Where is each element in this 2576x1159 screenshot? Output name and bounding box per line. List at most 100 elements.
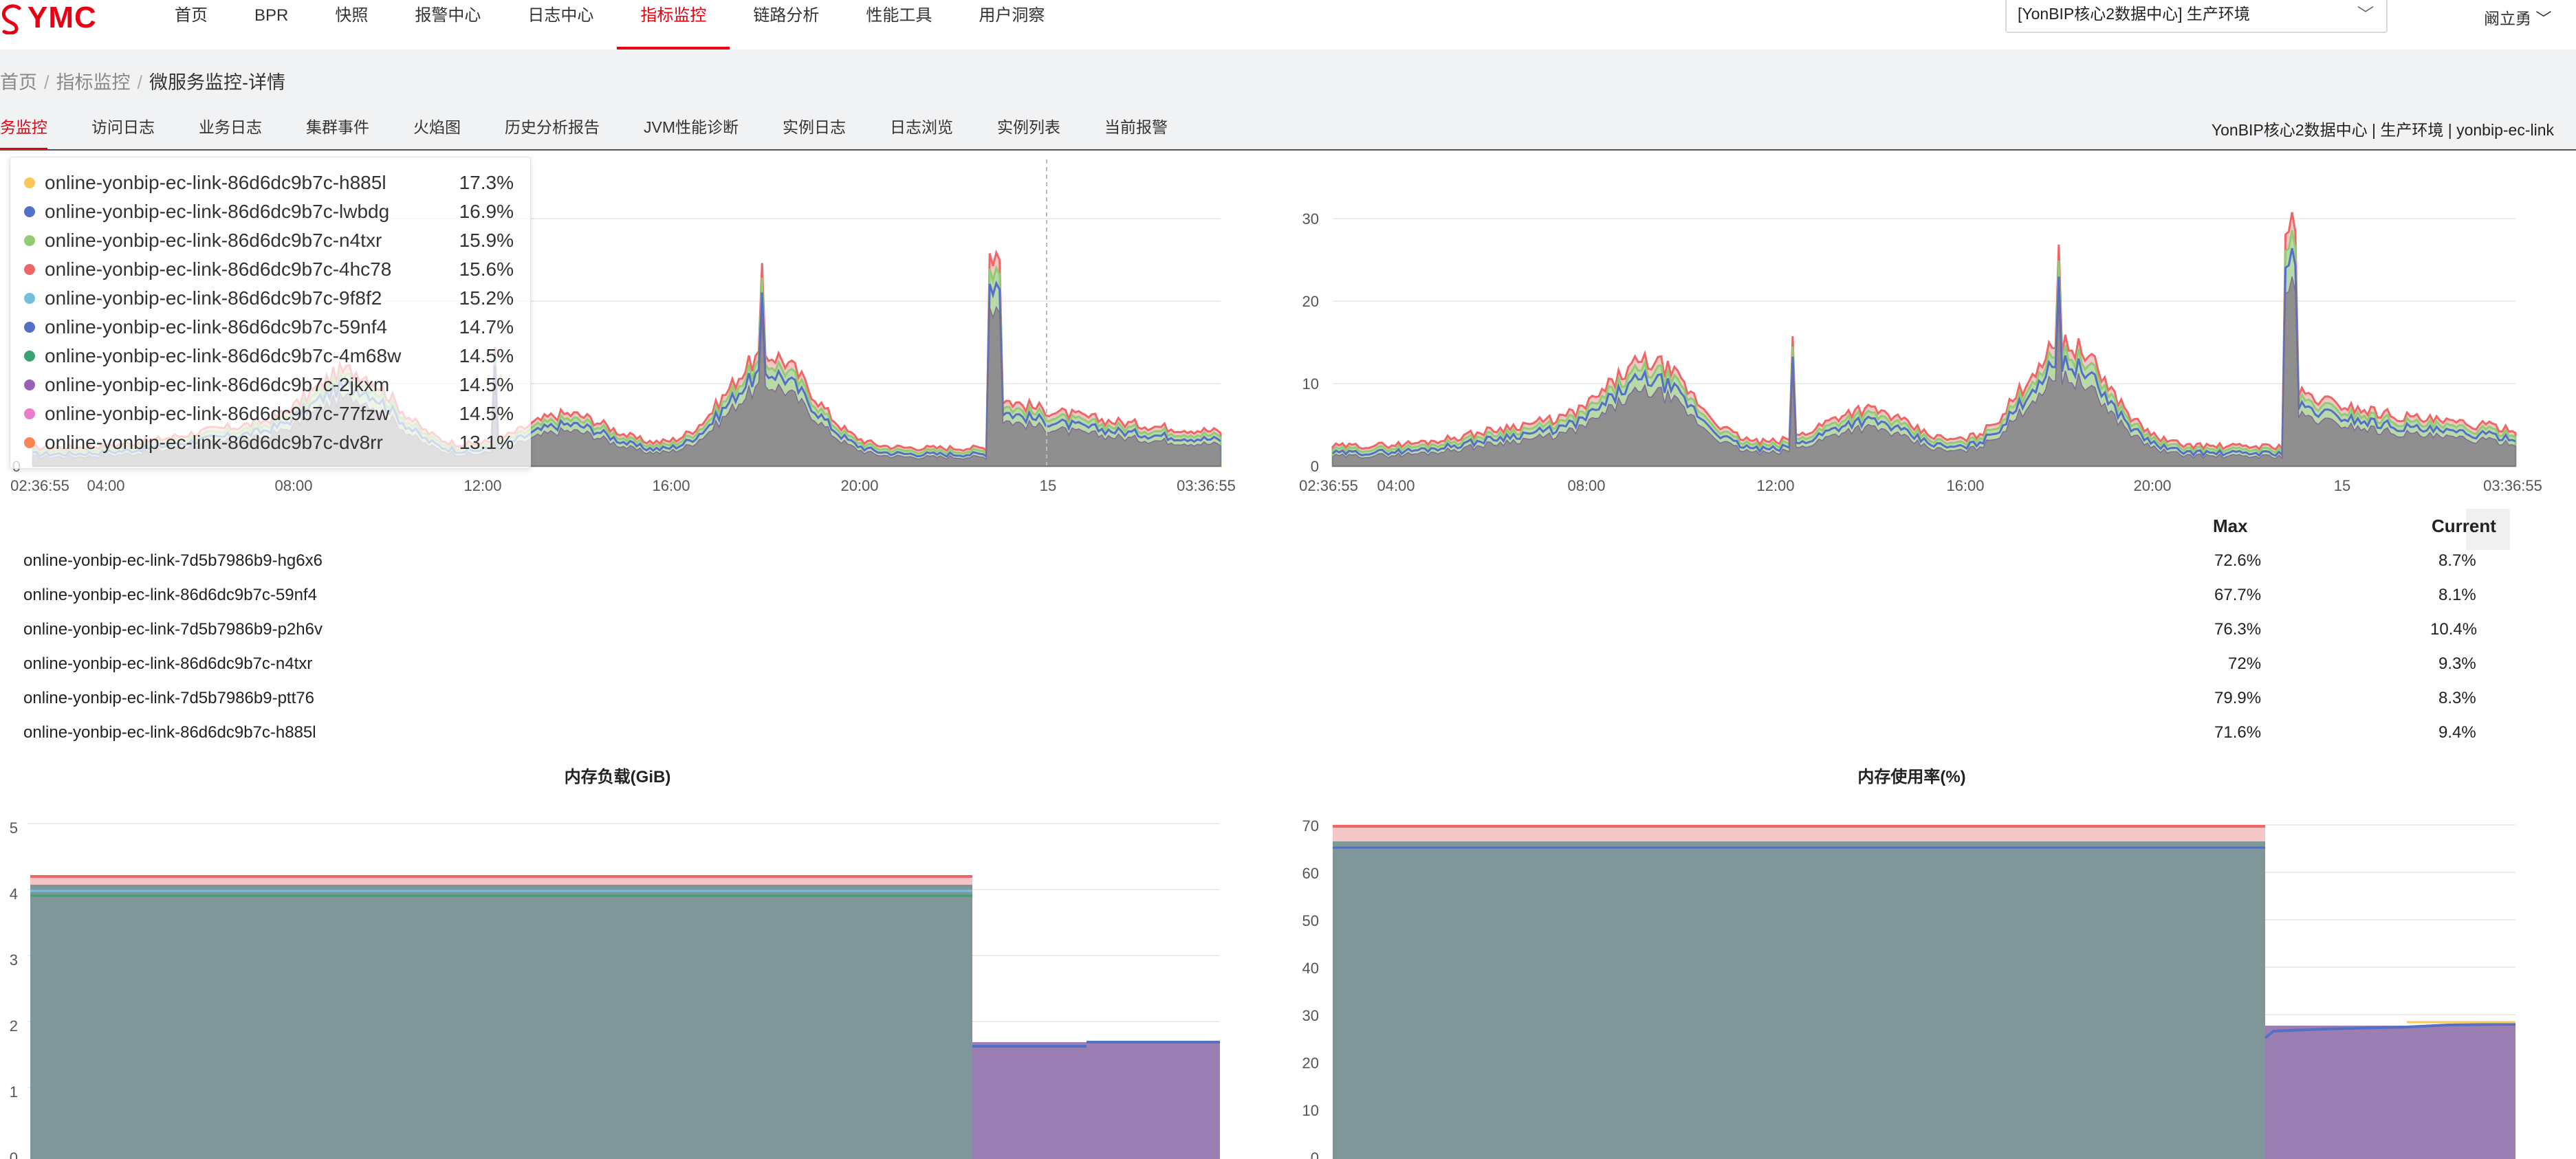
y-tick: 20 — [1302, 293, 1319, 310]
breadcrumb-metrics[interactable]: 指标监控 — [56, 72, 131, 93]
top-navbar: YMC 首页 BPR 快照 报警中心 日志中心 指标监控 链路分析 性能工具 用… — [0, 0, 2576, 49]
tooltip-row: online-yonbip-ec-link-86d6dc9b7c-lwbdg 16… — [10, 197, 530, 226]
memory-usage-chart[interactable]: 内存使用率(%) 0 10 20 30 40 50 60 70 — [1279, 756, 2576, 1159]
cpu-chart-right[interactable]: 0 10 20 30 02:36:55 04:00 08:00 12:00 16… — [1279, 151, 2576, 509]
table-row[interactable]: online-yonbip-ec-link-86d6dc9b7c-h885l 7… — [0, 715, 2517, 742]
nav-alert-center[interactable]: 报警中心 — [415, 6, 481, 25]
mem-area-base — [30, 885, 972, 1159]
series-dot-icon — [24, 379, 35, 390]
x-tick: 16:00 — [1946, 477, 1984, 494]
chart-gridlines — [1333, 218, 2515, 384]
x-tick: 02:36:55 — [1299, 477, 1358, 494]
current-value: 8.7% — [2438, 551, 2476, 570]
series-dot-icon — [24, 437, 35, 448]
header-highlight — [2466, 509, 2510, 550]
series-dot-icon — [24, 177, 35, 188]
nav-metrics[interactable]: 指标监控 — [617, 0, 730, 49]
tooltip-row: online-yonbip-ec-link-86d6dc9b7c-4hc78 15… — [10, 255, 530, 284]
x-tick: 02:36:55 — [10, 477, 69, 494]
x-tick: 03:36:55 — [2483, 477, 2542, 494]
column-max[interactable]: Max — [2213, 516, 2248, 536]
instance-name: online-yonbip-ec-link-86d6dc9b7c-n4txr — [23, 654, 313, 673]
tab-service-monitor[interactable]: 务监控 — [0, 110, 69, 150]
tooltip-row: online-yonbip-ec-link-86d6dc9b7c-dv8rr 13… — [10, 428, 530, 457]
nav-snapshot[interactable]: 快照 — [335, 6, 369, 25]
current-value: 8.3% — [2438, 689, 2476, 707]
table-row[interactable]: online-yonbip-ec-link-7d5b7986b9-hg6x6 7… — [0, 543, 2517, 577]
logo[interactable]: YMC — [0, 0, 97, 36]
max-value: 67.7% — [2214, 586, 2262, 604]
max-value: 71.6% — [2214, 723, 2262, 742]
y-tick: 3 — [10, 951, 18, 969]
tooltip-row: online-yonbip-ec-link-86d6dc9b7c-77fzw 14… — [10, 399, 530, 428]
memory-load-chart[interactable]: 内存负载(GiB) 0 1 2 3 4 5 — [0, 756, 1279, 1159]
environment-select[interactable]: [YonBIP核心2数据中心] 生产环境 ﹀ — [2005, 0, 2388, 33]
tab-history-report[interactable]: 历史分析报告 — [505, 118, 600, 136]
series-dot-icon — [24, 264, 35, 275]
nav-home[interactable]: 首页 — [175, 6, 208, 25]
breadcrumb-current: 微服务监控-详情 — [149, 72, 286, 93]
tab-jvm-diagnosis[interactable]: JVM性能诊断 — [644, 118, 739, 136]
table-row[interactable]: online-yonbip-ec-link-7d5b7986b9-ptt76 7… — [0, 681, 2517, 715]
tab-instance-list[interactable]: 实例列表 — [997, 118, 1060, 136]
y-axis-ticks: 0 1 2 3 4 5 — [10, 819, 18, 1159]
tab-business-log[interactable]: 业务日志 — [199, 118, 262, 136]
x-tick: 08:00 — [1567, 477, 1605, 494]
x-tick: 12:00 — [463, 477, 501, 494]
environment-select-value: [YonBIP核心2数据中心] 生产环境 — [2018, 5, 2250, 23]
logo-icon — [1, 4, 21, 34]
x-tick: 08:00 — [274, 477, 312, 494]
tab-cluster-events[interactable]: 集群事件 — [306, 118, 369, 136]
table-row[interactable]: online-yonbip-ec-link-86d6dc9b7c-59nf4 6… — [0, 577, 2517, 612]
nav-trace[interactable]: 链路分析 — [753, 6, 820, 25]
x-tick: 15 — [2334, 477, 2350, 494]
tab-access-log[interactable]: 访问日志 — [91, 118, 155, 136]
series-dot-icon — [24, 235, 35, 246]
y-tick: 1 — [10, 1083, 18, 1101]
main-nav: 首页 BPR 快照 报警中心 日志中心 指标监控 链路分析 性能工具 用户洞察 — [151, 0, 1068, 49]
breadcrumb-home[interactable]: 首页 — [0, 72, 37, 93]
instance-table: Max Current online-yonbip-ec-link-7d5b79… — [0, 509, 2517, 742]
series-dot-icon — [24, 293, 35, 304]
y-tick: 30 — [1302, 210, 1319, 228]
cpu-area-base — [1332, 276, 2516, 467]
tab-instance-log[interactable]: 实例日志 — [783, 118, 846, 136]
column-current[interactable]: Current — [2432, 516, 2496, 536]
mem-area-new — [972, 1042, 1220, 1159]
table-row[interactable]: online-yonbip-ec-link-86d6dc9b7c-n4txr 7… — [0, 646, 2517, 681]
tabs-divider — [0, 149, 2576, 151]
user-name: 阚立勇 — [2484, 10, 2531, 27]
y-tick: 2 — [10, 1017, 18, 1035]
x-tick: 12:00 — [1756, 477, 1794, 494]
series-dot-icon — [24, 322, 35, 333]
mem-area-new — [2265, 1026, 2515, 1159]
logo-text: YMC — [28, 1, 97, 34]
max-value: 79.9% — [2214, 689, 2262, 707]
instance-name: online-yonbip-ec-link-86d6dc9b7c-59nf4 — [23, 586, 317, 604]
detail-tabs: 务监控 访问日志 业务日志 集群事件 火焰图 历史分析报告 JVM性能诊断 实例… — [0, 110, 1190, 150]
breadcrumb: 首页 / 指标监控 / 微服务监控-详情 — [0, 72, 286, 93]
nav-log-center[interactable]: 日志中心 — [527, 6, 594, 25]
user-menu[interactable]: 阚立勇 ﹀ — [2484, 5, 2551, 29]
x-tick: 03:36:55 — [1177, 477, 1236, 494]
tab-current-alerts[interactable]: 当前报警 — [1104, 118, 1168, 136]
nav-bpr[interactable]: BPR — [254, 6, 289, 25]
instance-name: online-yonbip-ec-link-7d5b7986b9-ptt76 — [23, 689, 314, 707]
y-tick: 0 — [1311, 1149, 1319, 1159]
table-row[interactable]: online-yonbip-ec-link-7d5b7986b9-p2h6v 7… — [0, 612, 2517, 646]
series-dot-icon — [24, 351, 35, 362]
instance-name: online-yonbip-ec-link-86d6dc9b7c-h885l — [23, 723, 316, 742]
nav-perf-tools[interactable]: 性能工具 — [866, 6, 932, 25]
y-axis-ticks: 0 10 20 30 40 50 60 70 — [1302, 817, 1319, 1159]
instance-name: online-yonbip-ec-link-7d5b7986b9-hg6x6 — [23, 551, 323, 570]
chart-tooltip: online-yonbip-ec-link-86d6dc9b7c-h885l 17… — [10, 157, 531, 469]
x-tick: 04:00 — [1377, 477, 1415, 494]
x-tick: 20:00 — [840, 477, 878, 494]
tab-log-browse[interactable]: 日志浏览 — [890, 118, 953, 136]
tab-flame-graph[interactable]: 火焰图 — [413, 118, 461, 136]
tooltip-row: online-yonbip-ec-link-86d6dc9b7c-9f8f2 15… — [10, 284, 530, 313]
nav-user-insight[interactable]: 用户洞察 — [979, 6, 1045, 25]
tooltip-row: online-yonbip-ec-link-86d6dc9b7c-h885l 17… — [10, 168, 530, 197]
x-tick: 20:00 — [2133, 477, 2171, 494]
x-tick: 16:00 — [652, 477, 690, 494]
